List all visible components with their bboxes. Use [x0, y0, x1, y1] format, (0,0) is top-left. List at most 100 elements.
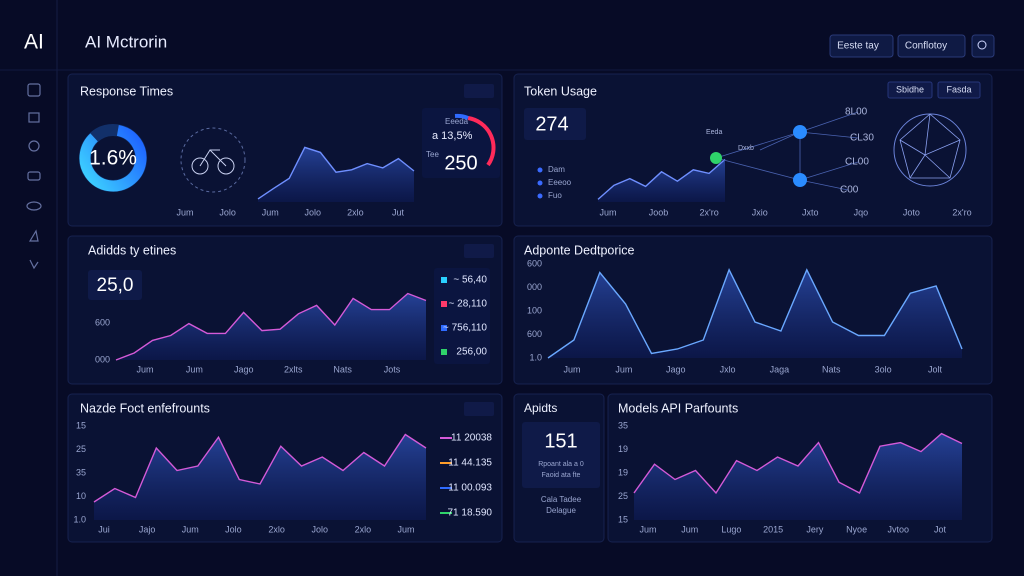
y-tick-label: 15: [618, 514, 628, 524]
chart-line: [257, 146, 415, 200]
panel-title: Models API Parfounts: [618, 401, 738, 415]
legend-label: 256,00: [456, 347, 487, 358]
panel-title: Adponte Dedtporice: [524, 243, 635, 257]
search-button[interactable]: [971, 34, 995, 58]
y-tick-label: 15: [76, 420, 86, 430]
network-node: [793, 125, 807, 139]
legend-box: [434, 268, 490, 364]
y-tick-label: 600: [527, 258, 542, 268]
x-tick-label: Jut: [392, 207, 405, 217]
panel-menu[interactable]: [464, 244, 494, 258]
nav-icon[interactable]: [29, 259, 39, 270]
y-tick-label: 100: [527, 305, 542, 315]
nav-icon[interactable]: [28, 112, 40, 123]
network-node: [710, 152, 722, 164]
chart-area: [634, 433, 962, 520]
x-tick-label: 2xlo: [347, 207, 364, 217]
legend-label: ~ 756,110: [443, 323, 487, 334]
y-tick-label: 35: [618, 420, 628, 430]
y-tick-label: 25: [618, 491, 628, 501]
legend-label: Eeeoo: [548, 178, 572, 187]
y-tick-label: 000: [95, 354, 110, 364]
icon-wheel: [217, 157, 235, 175]
nav-icon[interactable]: [28, 229, 39, 242]
x-tick-label: Jvtoo: [888, 524, 910, 534]
panel-menu[interactable]: [464, 402, 494, 416]
y-tick-label: 1.0: [73, 514, 86, 524]
x-tick-label: Nats: [822, 364, 841, 374]
x-tick-label: Jxio: [752, 207, 768, 217]
legend-swatch: [441, 325, 447, 331]
control-label: Sbidhe: [896, 84, 924, 94]
x-tick-label: Jaga: [770, 364, 790, 374]
gauge-arc: [467, 116, 496, 167]
panel-title: Apidts: [524, 401, 557, 415]
stat-box: [88, 270, 142, 300]
x-tick-label: Joto: [903, 207, 920, 217]
x-tick-label: Jum: [599, 207, 616, 217]
x-tick-label: 2x'ro: [952, 207, 971, 217]
network-label: Eeda: [706, 129, 722, 136]
search-icon: [977, 40, 987, 50]
legend-label: ~ 28,110: [449, 299, 488, 310]
legend-swatch: [441, 349, 447, 355]
gauge-arc: [454, 113, 469, 120]
panel-title: Nazde Foct enfefrounts: [80, 401, 210, 415]
x-tick-label: Jum: [262, 207, 279, 217]
y-tick-label: 25: [76, 444, 86, 454]
x-tick-label: Jolo: [219, 207, 236, 217]
nav-icon[interactable]: [26, 201, 42, 211]
donut-ring: [79, 124, 147, 192]
x-tick-label: Jum: [186, 364, 203, 374]
footer-note: Cala Tadee: [541, 495, 582, 504]
network-links: [715, 111, 859, 191]
filter-button[interactable]: [829, 34, 894, 58]
x-tick-label: 3olo: [875, 364, 892, 374]
panel-menu[interactable]: [464, 84, 494, 98]
legend-dot: [537, 167, 543, 173]
x-tick-label: 2xlts: [284, 364, 303, 374]
icon-ring: [180, 127, 246, 193]
stat-box: [522, 422, 600, 488]
stat-value: 25,0: [97, 275, 134, 296]
x-tick-label: 2015: [763, 524, 783, 534]
legend-label: Fuo: [548, 191, 562, 200]
legend-swatch: [441, 301, 447, 307]
nav-icon[interactable]: [27, 171, 41, 181]
x-tick-label: Jum: [182, 524, 199, 534]
x-tick-label: Jot: [934, 524, 947, 534]
logo: AI: [24, 31, 44, 54]
chart-area: [258, 147, 414, 202]
x-tick-label: 2x'ro: [700, 207, 719, 217]
footer-note: Delague: [546, 506, 576, 515]
polyhedron-edges: [899, 113, 961, 179]
x-tick-label: Jxlo: [720, 364, 736, 374]
x-tick-label: Jxto: [802, 207, 819, 217]
x-tick-label: Jui: [98, 524, 110, 534]
y-tick-label: 10: [76, 491, 86, 501]
chart-line: [633, 432, 963, 495]
nav-icon[interactable]: [27, 83, 41, 97]
network-label: CL30: [850, 133, 874, 144]
y-tick-label: 000: [527, 282, 542, 292]
filter-label: Conflotoy: [905, 41, 947, 52]
control-button[interactable]: [937, 81, 981, 99]
x-tick-label: Jum: [563, 364, 580, 374]
legend-label: 11 00.093: [448, 483, 492, 494]
legend-label: Dam: [548, 165, 565, 174]
filter-label: Eeste tay: [837, 41, 879, 52]
nav-icon[interactable]: [28, 140, 40, 152]
x-tick-label: Jum: [136, 364, 153, 374]
stat-box: [524, 108, 586, 140]
filter-button[interactable]: [897, 34, 966, 58]
chart-line: [597, 158, 726, 200]
panel-title: Response Times: [80, 84, 173, 98]
donut-value: 1.6%: [89, 147, 137, 170]
chart-area: [116, 293, 426, 360]
y-tick-label: 19: [618, 444, 628, 454]
stat-value: 274: [535, 113, 568, 135]
control-button[interactable]: [887, 81, 933, 99]
icon-frame: [199, 149, 227, 167]
control-label: Fasda: [946, 84, 971, 94]
